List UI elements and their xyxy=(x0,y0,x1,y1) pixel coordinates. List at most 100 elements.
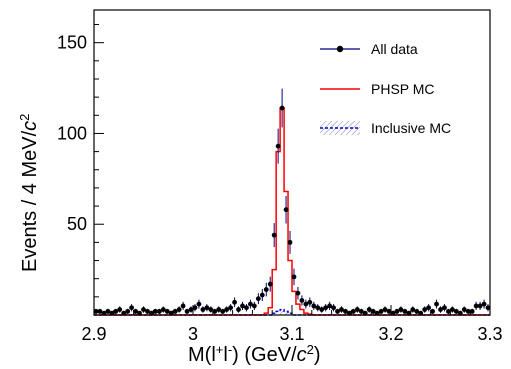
data-point xyxy=(358,308,364,314)
data-point xyxy=(347,310,352,316)
plot-area: 2.9 3 3.1 3.2 3.3 50 100 150 xyxy=(57,24,503,344)
data-point xyxy=(398,307,404,312)
data-point xyxy=(121,310,127,316)
data-point xyxy=(228,305,234,311)
data-point xyxy=(327,303,333,309)
data-point xyxy=(343,308,348,314)
data-point xyxy=(109,310,115,316)
data-point xyxy=(196,301,202,307)
data-point xyxy=(164,308,170,314)
legend-label-all-data: All data xyxy=(371,41,418,57)
data-point xyxy=(129,305,135,311)
data-point xyxy=(291,274,297,280)
data-point xyxy=(469,308,475,314)
data-point xyxy=(339,307,344,312)
y-tick-label: 50 xyxy=(67,214,87,234)
data-point xyxy=(402,308,408,314)
data-point xyxy=(208,307,214,312)
data-point xyxy=(414,308,420,314)
x-tick-label: 3.3 xyxy=(477,324,502,344)
data-point xyxy=(350,308,356,314)
data-point xyxy=(105,308,111,314)
data-point xyxy=(307,299,313,305)
data-point xyxy=(481,301,487,307)
data-point xyxy=(236,307,241,312)
data-point xyxy=(303,301,309,307)
data-point xyxy=(331,305,336,311)
data-point xyxy=(465,308,471,314)
data-point xyxy=(378,308,384,314)
data-point xyxy=(275,143,281,149)
y-axis-title: Events / 4 MeV/c2 xyxy=(17,114,42,272)
data-point xyxy=(93,308,99,314)
data-point xyxy=(263,287,269,292)
data-point xyxy=(251,303,257,309)
data-point xyxy=(117,307,123,312)
data-point xyxy=(311,303,317,309)
legend-label-inclusive-mc: Inclusive MC xyxy=(371,120,451,136)
data-point xyxy=(192,305,198,311)
data-point xyxy=(319,307,325,312)
data-point xyxy=(382,307,388,312)
data-point xyxy=(137,310,142,316)
data-point xyxy=(283,207,289,213)
data-point xyxy=(188,307,194,312)
data-point xyxy=(267,281,273,287)
data-point xyxy=(366,307,372,312)
data-point xyxy=(438,307,443,312)
x-axis-title: M(l+l-) (GeV/c2) xyxy=(188,342,321,367)
data-point xyxy=(370,308,376,314)
data-point xyxy=(315,305,321,311)
data-point xyxy=(200,307,206,312)
legend-entry-phsp-mc: PHSP MC xyxy=(320,81,435,97)
data-point xyxy=(418,310,424,316)
data-point xyxy=(160,307,166,312)
data-point xyxy=(430,308,435,314)
data-point xyxy=(125,308,131,314)
data-point xyxy=(473,303,479,309)
data-point xyxy=(477,303,483,309)
data-point xyxy=(145,308,150,314)
x-tick-label: 3.1 xyxy=(279,324,304,344)
legend: All data PHSP MC Inclusive MC xyxy=(320,41,451,136)
data-point xyxy=(335,308,340,314)
data-point xyxy=(248,301,253,307)
legend-label-phsp-mc: PHSP MC xyxy=(371,81,435,97)
x-tick-label: 3 xyxy=(188,324,198,344)
data-point xyxy=(220,308,226,314)
x-tick-label: 3.2 xyxy=(378,324,403,344)
data-point xyxy=(156,308,162,314)
data-point xyxy=(149,310,154,316)
data-point xyxy=(287,239,293,245)
data-point xyxy=(449,307,455,312)
data-point xyxy=(240,303,245,309)
data-point xyxy=(461,307,467,312)
data-point xyxy=(180,303,186,309)
data-point xyxy=(406,310,412,316)
legend-entry-inclusive-mc: Inclusive MC xyxy=(320,120,451,136)
data-point xyxy=(97,308,103,314)
data-point xyxy=(271,232,277,238)
data-point xyxy=(255,296,261,302)
data-point xyxy=(113,308,119,314)
data-point xyxy=(442,305,447,311)
data-point xyxy=(204,305,210,311)
data-point xyxy=(453,308,459,314)
data-point xyxy=(212,308,218,314)
data-point xyxy=(362,310,368,316)
data-point xyxy=(172,308,178,314)
data-point xyxy=(244,305,249,311)
legend-entry-all-data: All data xyxy=(320,41,418,57)
data-point xyxy=(410,307,416,312)
data-point xyxy=(152,308,158,314)
y-tick-label: 100 xyxy=(57,123,87,143)
data-point xyxy=(141,307,146,312)
data-point xyxy=(232,299,237,305)
data-point xyxy=(485,305,491,311)
plot-frame xyxy=(93,9,491,316)
data-point xyxy=(446,308,451,314)
y-tick-label: 150 xyxy=(57,33,87,53)
data-point xyxy=(216,307,222,312)
data-point xyxy=(168,310,174,316)
